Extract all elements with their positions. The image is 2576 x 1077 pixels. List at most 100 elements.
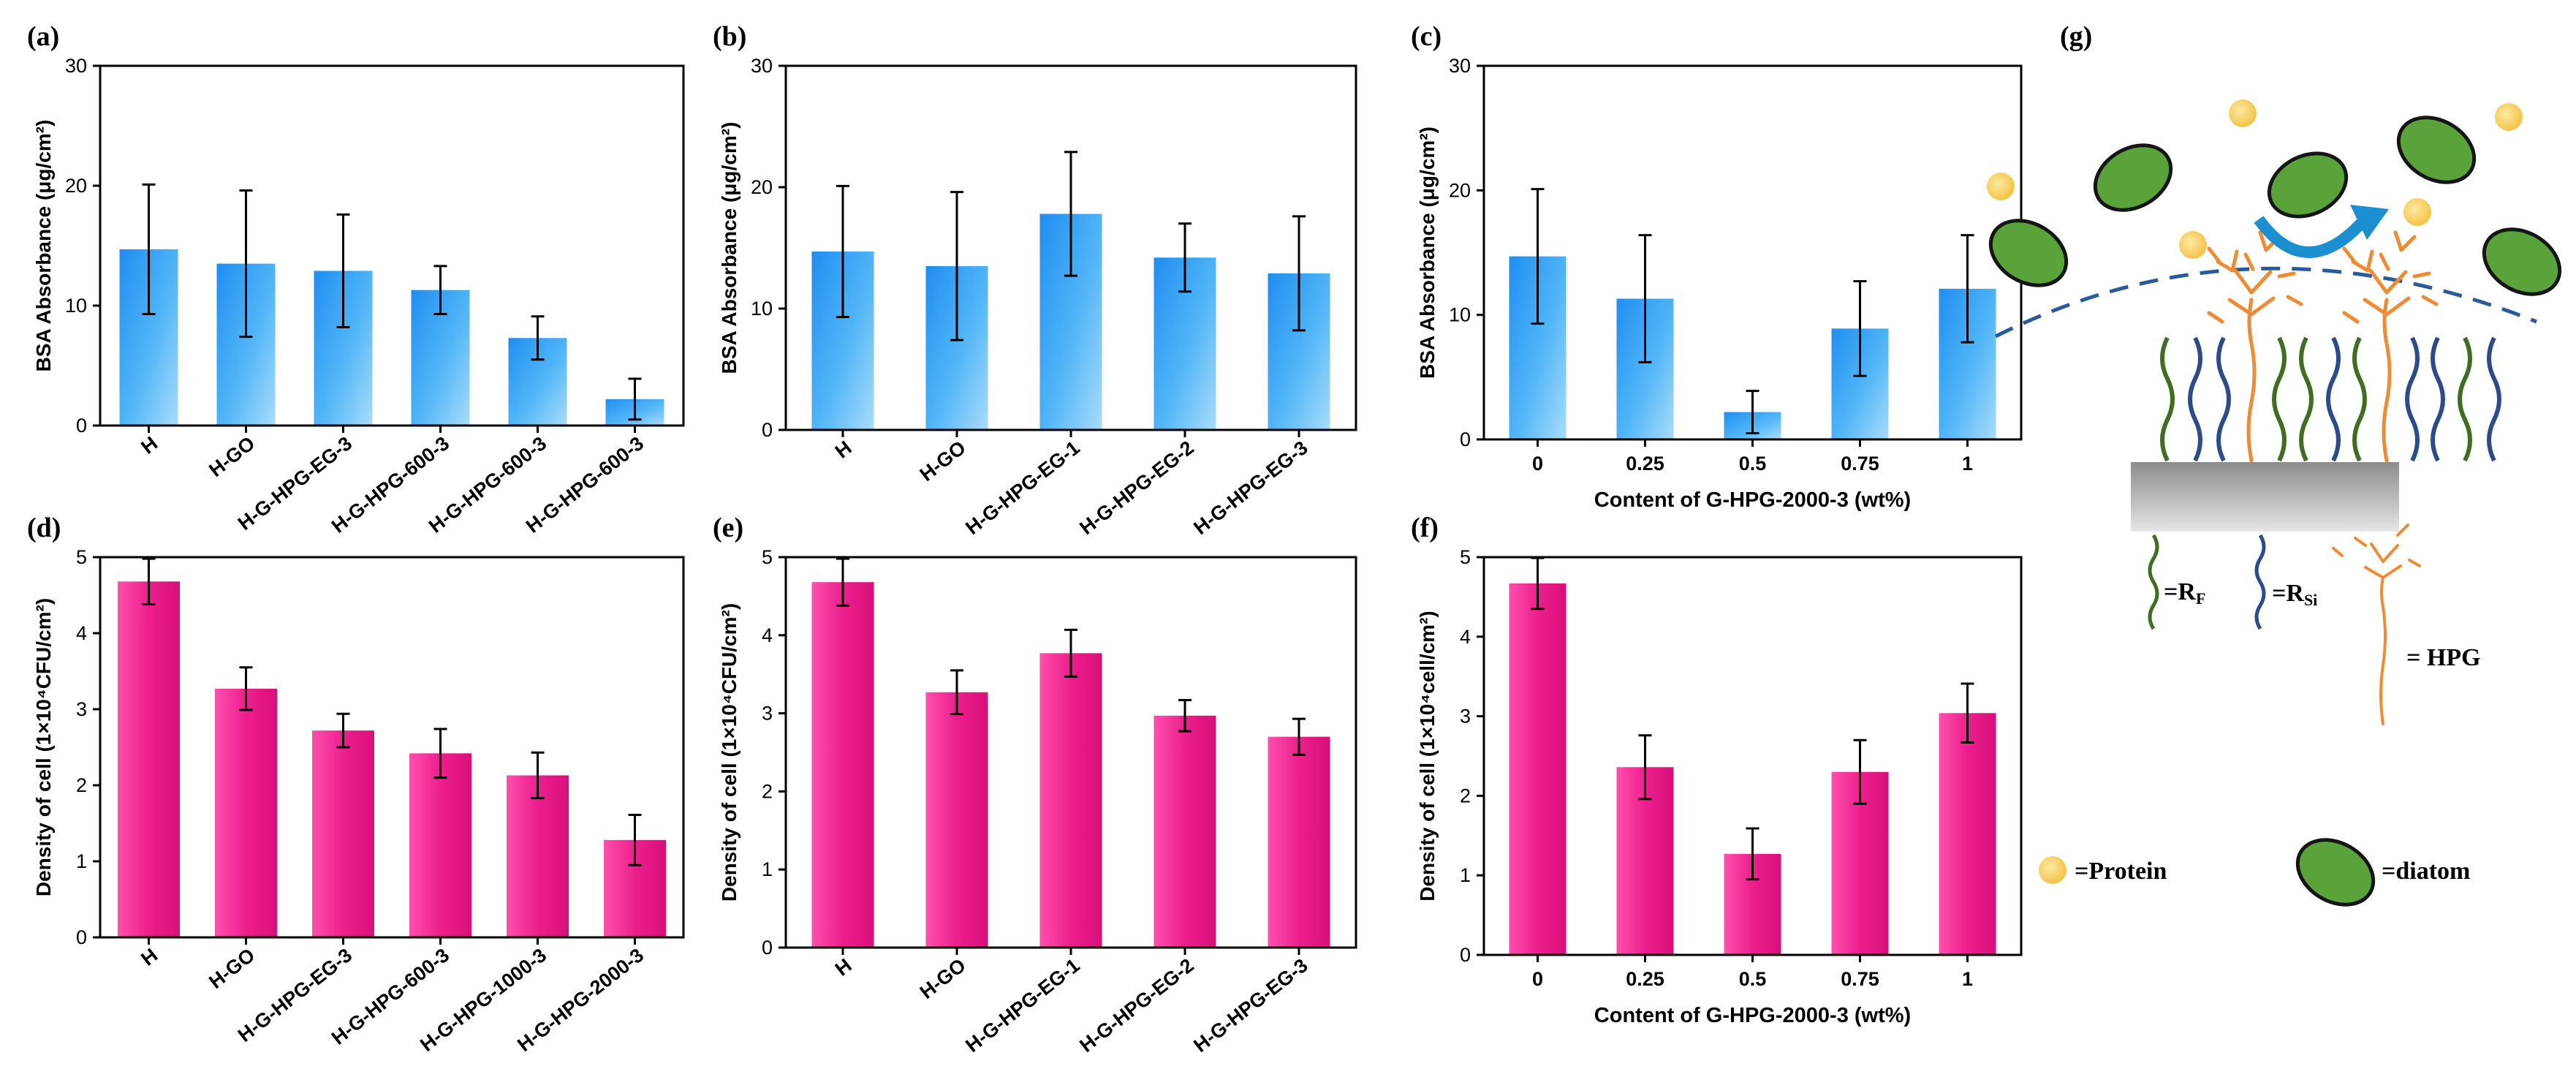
x-tick-label: 0.25 (1626, 453, 1664, 475)
diatom-icon (2093, 143, 2173, 212)
hpg-tree (2207, 230, 2303, 463)
y-tick-label: 10 (1449, 304, 1471, 326)
hpg-legend-icon (2332, 524, 2421, 725)
y-tick-label: 0 (76, 415, 87, 437)
chart-a: H H-GOH-G-HPG-EG-3H-G-HPG-600-3H-G-HPG-60… (27, 21, 685, 537)
y-tick-label: 2 (1460, 785, 1471, 806)
x-tick-label: H-GO (916, 437, 970, 485)
plot-frame (99, 556, 685, 939)
x-tick-label: H (137, 944, 162, 970)
chart-b: H H-GOH-G-HPG-EG-1H-G-HPG-EG-2H-G-HPG-EG-… (713, 21, 1357, 539)
legend-rsi: =RSi (2272, 580, 2317, 609)
x-tick-label: H (831, 954, 856, 980)
schematic-legend: =RF =RSi = HPG =Protein =diatom (2039, 524, 2481, 907)
bar (1039, 653, 1102, 948)
rsi-chain (2431, 336, 2445, 462)
legend-diatom: =diatom (2382, 858, 2470, 885)
x-tick-label: H-G-HPG-EG-1 (961, 437, 1083, 539)
x-tick-label: H-G-HPG-EG-1 (961, 954, 1083, 1057)
y-tick-label: 5 (762, 546, 773, 568)
y-tick-label: 3 (1460, 706, 1471, 728)
panel-label-f: (f) (1411, 513, 1439, 543)
release-arrow-head (2350, 205, 2389, 240)
x-tick-label: 0 (1532, 968, 1543, 990)
panel-label-e: (e) (713, 513, 743, 543)
y-tick-label: 0 (762, 419, 773, 441)
bar (811, 582, 874, 948)
y-tick-label: 0 (1460, 428, 1471, 450)
x-tick-label: 1 (1962, 453, 1973, 475)
y-tick-label: 5 (1460, 546, 1471, 568)
rf-chain (2272, 336, 2287, 462)
bar (312, 730, 374, 937)
bar (1268, 736, 1330, 948)
x-tick-label: 0 (1532, 453, 1543, 475)
legend-rf: =RF (2164, 578, 2205, 608)
y-axis-label: BSA Absorbance (μg/cm²) (718, 122, 740, 374)
plot-frame (99, 64, 685, 427)
x-axis-label: Content of G-HPG-2000-3 (wt%) (1594, 1004, 1911, 1027)
y-tick-label: 4 (76, 622, 87, 644)
diatom-icon (2482, 227, 2562, 296)
rsi-chain (2188, 336, 2202, 462)
x-axis-label: Content of G-HPG-2000-3 (wt%) (1594, 488, 1911, 512)
rsi-chain (2216, 336, 2231, 462)
y-axis-label: Density of cell (1×10⁴CFU/cm²) (718, 603, 740, 902)
chart-panels: H H-GOH-G-HPG-EG-3H-G-HPG-600-3H-G-HPG-60… (27, 21, 2023, 1057)
panel-label-b: (b) (713, 21, 746, 52)
x-tick-label: H-G-HPG-EG-2 (1075, 437, 1197, 539)
y-tick-label: 0 (762, 937, 773, 959)
y-tick-label: 20 (1449, 179, 1471, 201)
plot-frame (784, 556, 1357, 949)
bar (409, 753, 471, 937)
chart-e: H H-GOH-G-HPG-EG-1H-G-HPG-EG-2H-G-HPG-EG-… (713, 513, 1357, 1057)
y-tick-label: 1 (762, 858, 773, 880)
protein-icon (1987, 173, 2015, 200)
polymer-brush (2160, 336, 2501, 462)
diatom-icon (2267, 151, 2349, 219)
y-tick-label: 10 (65, 295, 87, 317)
bar (1509, 583, 1567, 955)
bar (507, 775, 569, 937)
diatom-icon (1988, 219, 2069, 287)
diatom-icon (2396, 116, 2477, 184)
y-tick-label: 30 (751, 55, 773, 77)
y-tick-label: 3 (762, 703, 773, 725)
x-tick-label: H-GO (205, 432, 259, 481)
rf-chain-icon (2148, 534, 2159, 630)
y-tick-label: 0 (1460, 944, 1471, 966)
schematic-panel: (g) (1987, 21, 2562, 907)
x-tick-label: H-GO (205, 944, 259, 993)
y-tick-label: 2 (76, 774, 87, 796)
bar (925, 692, 988, 948)
y-tick-label: 4 (1460, 626, 1471, 648)
plot-frame (784, 64, 1357, 431)
hpg-tree (2342, 230, 2439, 463)
rsi-chain-icon (2254, 534, 2266, 630)
diatom-legend-icon (2295, 838, 2376, 907)
y-tick-label: 30 (1449, 55, 1471, 77)
x-tick-label: H-G-HPG-EG-3 (1189, 954, 1311, 1057)
bar (1939, 713, 1996, 955)
rsi-chain (2326, 336, 2341, 462)
y-tick-label: 1 (1460, 864, 1471, 886)
y-axis-label: Density of cell (1×10⁴cell/cm²) (1416, 611, 1439, 901)
panel-label-g: (g) (2060, 21, 2092, 52)
y-tick-label: 5 (76, 546, 87, 568)
chart-f: 0 0.25 0.5 0.75 1 0 1 2 3 4 5 Density of cell (1×10… (1411, 513, 2023, 1027)
panel-label-c: (c) (1411, 21, 1442, 52)
protein-icon (2179, 231, 2207, 259)
x-tick-label: 0.5 (1739, 453, 1767, 475)
panel-label-a: (a) (27, 21, 59, 52)
protein-legend-icon (2039, 856, 2067, 884)
x-tick-label: H-G-HPG-EG-3 (1189, 437, 1311, 539)
y-axis-label: Density of cell (1×10⁴CFU/cm²) (32, 598, 55, 896)
plot-frame (1482, 556, 2023, 956)
protein-icon (2229, 99, 2257, 127)
rf-chain (2458, 336, 2472, 462)
legend-protein: =Protein (2075, 858, 2167, 885)
bar (1153, 715, 1216, 948)
y-tick-label: 3 (76, 698, 87, 720)
